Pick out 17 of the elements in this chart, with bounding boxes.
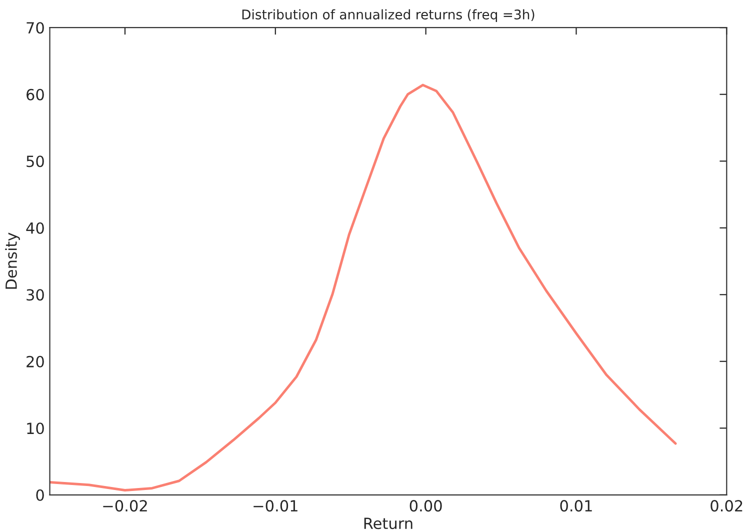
x-tick-label: 0.01	[560, 500, 592, 512]
y-tick-label: 0	[36, 489, 44, 501]
y-tick-label: 60	[26, 88, 44, 100]
x-tick-label: −0.02	[103, 500, 147, 512]
x-tick-label: 0.00	[410, 500, 442, 512]
y-tick-label: 40	[26, 222, 44, 234]
x-tick-label: −0.01	[254, 500, 298, 512]
y-tick-label: 20	[26, 356, 44, 368]
chart-title: Distribution of annualized returns (freq =3h)	[242, 9, 534, 22]
y-tick-label: 70	[26, 22, 44, 34]
y-tick-label: 50	[26, 156, 44, 168]
y-axis-title: Density	[5, 232, 20, 289]
x-axis-title: Return	[364, 518, 412, 530]
y-tick-label: 10	[27, 422, 44, 434]
line-series	[50, 84, 677, 492]
x-tick-label: 0.02	[710, 500, 742, 512]
y-tick-label: 30	[26, 289, 44, 301]
